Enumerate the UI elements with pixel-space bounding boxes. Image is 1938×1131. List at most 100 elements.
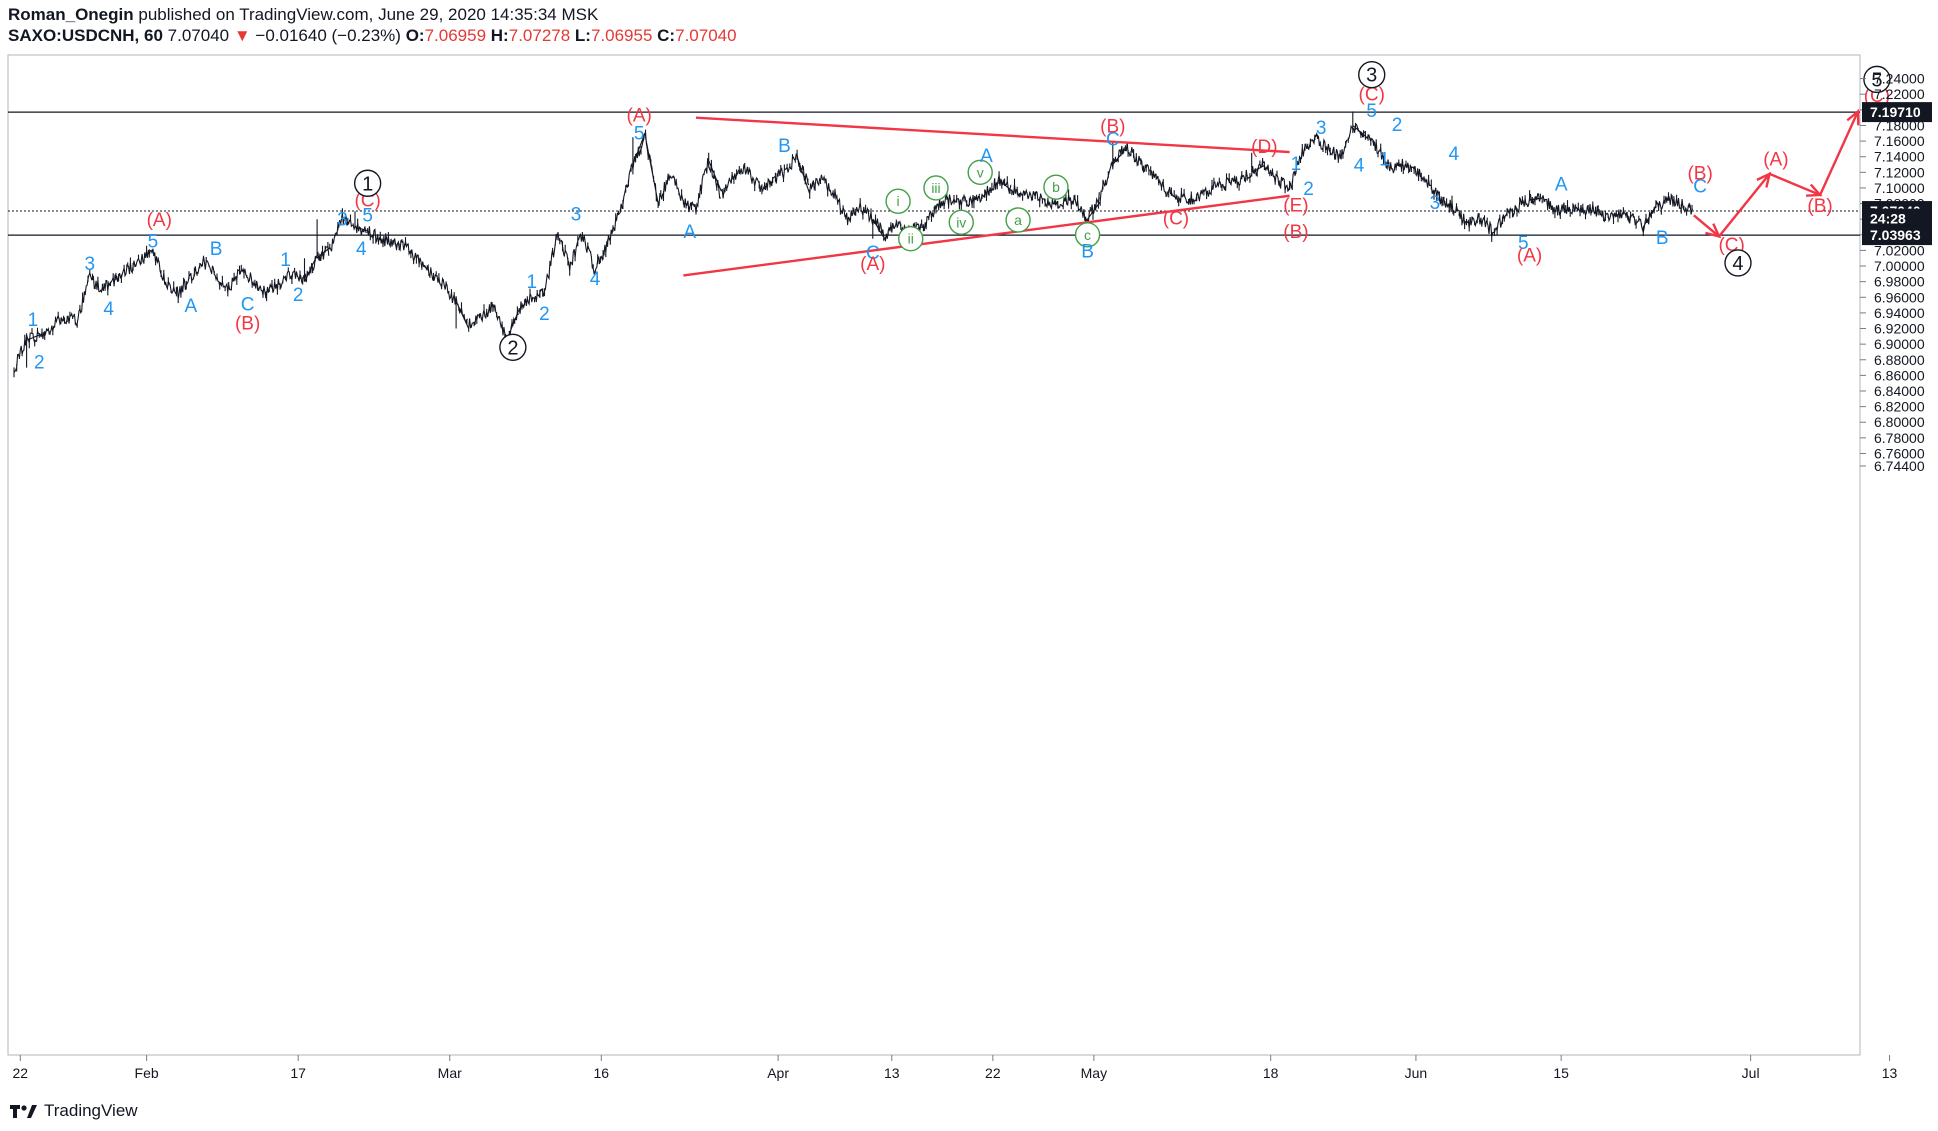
- wave-label: 1: [1291, 154, 1302, 175]
- y-tick-label: 7.16000: [1874, 133, 1925, 149]
- y-tick-label: 6.82000: [1874, 399, 1925, 415]
- wave-label: (B): [1100, 116, 1125, 137]
- wave-circle: [1358, 60, 1386, 89]
- x-tick-label: May: [1081, 1065, 1107, 1081]
- time-axis: 22 Feb 17 Mar 16 Apr 13 22 May 18 Jun 15 Jul 13: [13, 1055, 1898, 1081]
- price-axis: 7.240007.220007.200007.180007.160007.140…: [1860, 71, 1925, 474]
- wave-label: (A): [860, 254, 885, 275]
- wave-label: 1: [280, 250, 291, 271]
- wave-label: (A): [147, 210, 172, 231]
- trend-line: [683, 194, 1290, 277]
- high-value: 7.07278: [508, 26, 571, 45]
- wave-label: 2: [1303, 179, 1314, 200]
- y-tick-label: 6.96000: [1874, 289, 1925, 305]
- wave-label: a: [1014, 212, 1022, 228]
- low-label: L:: [574, 26, 591, 45]
- y-tick-label: 6.88000: [1874, 352, 1925, 368]
- y-tick-label: 7.10000: [1874, 180, 1925, 196]
- wave-label: A: [683, 222, 696, 243]
- y-tick-label: 7.24000: [1874, 71, 1925, 87]
- close-value: 7.07040: [675, 26, 737, 45]
- x-tick-label: 16: [594, 1065, 610, 1081]
- y-tick-label: 6.80000: [1874, 414, 1925, 430]
- symbol-label[interactable]: SAXO:USDCNH, 60: [8, 26, 163, 45]
- wave-label: ii: [908, 231, 914, 247]
- y-tick-label: 6.92000: [1874, 321, 1925, 337]
- open-value: 7.06959: [424, 26, 487, 45]
- arrow-head: [1846, 108, 1860, 126]
- brand-name[interactable]: TradingView: [44, 1101, 138, 1120]
- wave-label: iv: [956, 214, 966, 230]
- wave-label: B: [1081, 241, 1094, 262]
- x-tick-label: 13: [884, 1065, 900, 1081]
- publish-info: published on TradingView.com, June 29, 2…: [138, 5, 599, 24]
- y-tick-label: 6.78000: [1874, 430, 1925, 446]
- price-change: −0.01640 (−0.23%): [255, 26, 401, 45]
- wave-label: 5: [634, 123, 645, 144]
- wave-label: 4: [1354, 156, 1365, 177]
- y-tick-label: 6.90000: [1874, 336, 1925, 352]
- price-tag-box: [1862, 225, 1932, 246]
- trend-line: [695, 116, 1290, 154]
- wave-circle: [885, 188, 911, 214]
- high-label: H:: [490, 26, 509, 45]
- y-tick-label: 7.00000: [1874, 258, 1925, 274]
- y-tick-label: 7.14000: [1874, 149, 1925, 165]
- down-triangle-icon: ▼: [233, 26, 251, 45]
- y-tick-label: 7.02000: [1874, 242, 1925, 258]
- ohlc-line: SAXO:USDCNH, 60 7.07040 ▼ −0.01640 (−0.2…: [8, 25, 737, 46]
- x-tick-label: 15: [1553, 1065, 1569, 1081]
- y-tick-label: 7.12000: [1874, 164, 1925, 180]
- projection-line: [1693, 110, 1860, 239]
- publish-line: Roman_Onegin published on TradingView.co…: [8, 4, 737, 25]
- wave-circle: [948, 209, 974, 236]
- plot-border: [7, 54, 1861, 1056]
- y-tick-label: 6.84000: [1874, 383, 1925, 399]
- wave-label: 5: [1518, 233, 1529, 254]
- wave-label: B: [1656, 228, 1669, 249]
- wave-circle: [967, 159, 993, 186]
- wave-label: (D): [1251, 137, 1277, 158]
- wave-label: A: [980, 146, 993, 167]
- y-tick-label: 7.22000: [1874, 86, 1925, 102]
- wave-label: 2: [539, 304, 550, 325]
- open-label: O:: [405, 26, 425, 45]
- wave-label: 5: [1366, 101, 1377, 122]
- trend-lines: [683, 116, 1290, 277]
- wave-label: 5: [362, 205, 373, 226]
- wave-circle: [898, 226, 924, 252]
- wave-label: 4: [103, 299, 114, 320]
- wave-label: (A): [1517, 245, 1542, 266]
- author-name[interactable]: Roman_Onegin: [8, 5, 134, 24]
- x-tick-label: Apr: [767, 1065, 789, 1081]
- wave-label: C: [241, 295, 255, 316]
- wave-circle: [1863, 65, 1891, 94]
- wave-label: 2: [1392, 115, 1403, 136]
- price-tags: 7.197107.0704024:287.03963: [1862, 102, 1932, 246]
- wave-label: (E): [1283, 195, 1308, 216]
- wave-label: 1: [1379, 149, 1390, 170]
- wave-circle: [1043, 174, 1069, 200]
- wave-label: B: [210, 239, 223, 260]
- y-tick-label: 6.76000: [1874, 445, 1925, 461]
- x-tick-label: Jul: [1742, 1065, 1760, 1081]
- wave-label: 4: [1449, 144, 1460, 165]
- x-tick-label: 22: [13, 1065, 29, 1081]
- y-tick-label: 6.74400: [1874, 458, 1925, 474]
- wave-label: 2: [34, 352, 45, 373]
- wave-circle: [923, 175, 949, 201]
- wave-label: 5: [148, 231, 159, 252]
- y-tick-label: 6.94000: [1874, 305, 1925, 321]
- wave-label: 1: [362, 173, 373, 195]
- wave-label: C: [1106, 130, 1120, 151]
- wave-label: C: [1693, 177, 1707, 198]
- low-value: 7.06955: [590, 26, 653, 45]
- wave-label: 5: [1871, 69, 1882, 91]
- x-tick-label: Jun: [1405, 1065, 1428, 1081]
- wave-label: A: [184, 296, 197, 317]
- wave-label: (A): [627, 106, 652, 127]
- wave-label: (B): [1807, 196, 1832, 217]
- price-tag-label: 7.03963: [1870, 227, 1921, 243]
